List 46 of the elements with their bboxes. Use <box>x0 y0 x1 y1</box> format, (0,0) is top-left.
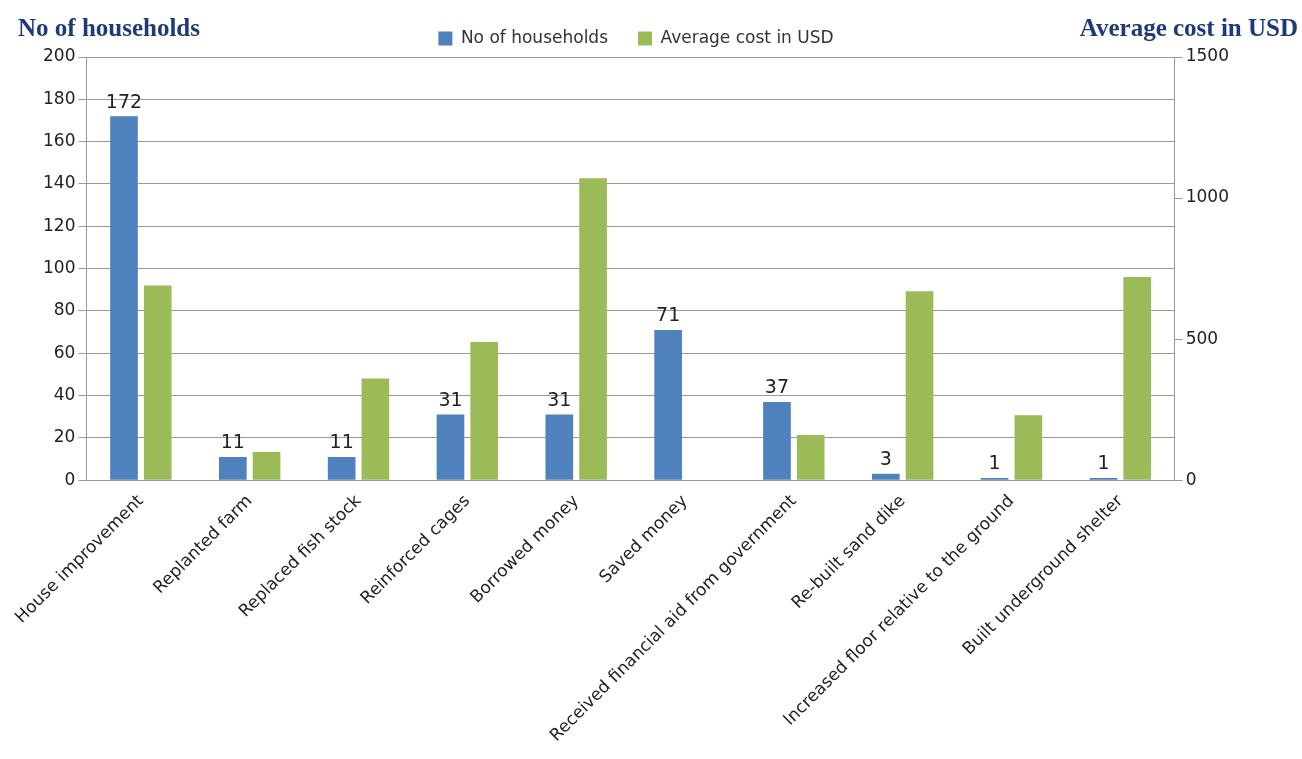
y-tick-label: 60 <box>53 341 76 362</box>
y2-tick-label: 1000 <box>1185 186 1229 207</box>
y-tick-label: 180 <box>42 87 76 108</box>
bar <box>327 456 356 480</box>
legend-label: No of households <box>460 26 609 47</box>
y-tick-label: 80 <box>53 299 76 320</box>
bar <box>654 329 682 480</box>
y-tick-label: 100 <box>42 257 76 278</box>
data-label: 1 <box>988 451 1001 474</box>
y-tick-label: 200 <box>42 45 76 66</box>
y2-tick-label: 1500 <box>1185 45 1229 66</box>
y-tick-label: 120 <box>42 214 76 235</box>
bar <box>871 473 900 480</box>
data-label: 31 <box>438 388 463 411</box>
data-label: 31 <box>547 388 572 411</box>
bar <box>1014 415 1043 480</box>
bar <box>579 178 607 480</box>
data-label: 71 <box>656 303 681 326</box>
y-tick-label: 160 <box>42 130 76 151</box>
data-label: 11 <box>329 430 354 453</box>
data-label: 1 <box>1097 451 1110 474</box>
bar <box>796 435 825 480</box>
bar <box>143 285 172 480</box>
y-tick-label: 140 <box>42 172 76 193</box>
y2-axis-title: Average cost in USD <box>1079 14 1298 42</box>
bar <box>470 341 499 480</box>
data-label: 172 <box>105 89 143 112</box>
y-axis-title: No of households <box>18 14 200 42</box>
data-label: 11 <box>220 430 245 453</box>
y-tick-label: 20 <box>53 426 76 447</box>
bar <box>252 451 281 480</box>
y2-tick-label: 0 <box>1185 468 1197 489</box>
bar <box>110 116 138 480</box>
bar <box>218 456 247 480</box>
y-tick-label: 0 <box>64 468 76 489</box>
bar <box>763 401 791 480</box>
bar <box>905 291 934 480</box>
bar <box>361 378 390 480</box>
bar <box>436 414 465 480</box>
y-tick-label: 40 <box>53 383 76 404</box>
y2-tick-label: 500 <box>1185 327 1219 348</box>
bar <box>1123 277 1152 480</box>
bar <box>545 414 574 480</box>
legend-label: Average cost in USD <box>660 26 834 47</box>
data-label: 37 <box>764 375 790 398</box>
data-label: 3 <box>879 447 892 470</box>
